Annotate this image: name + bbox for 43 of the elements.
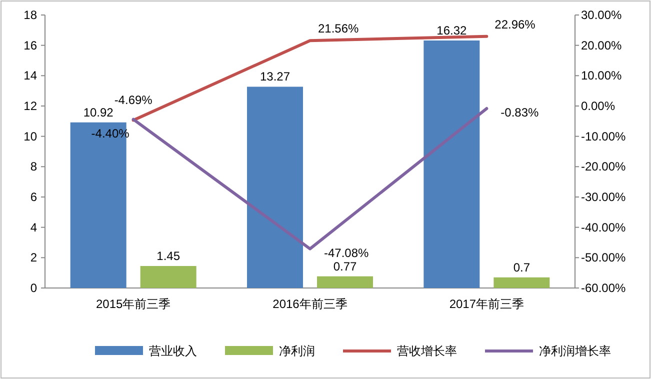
bar xyxy=(494,277,550,288)
y-tick-label: 14 xyxy=(24,68,38,83)
y2-tick-label: -20.00% xyxy=(581,160,626,174)
bar xyxy=(140,266,196,288)
y2-tick-label: -50.00% xyxy=(581,250,626,265)
y-tick-label: 6 xyxy=(30,190,38,204)
data-label: 10.92 xyxy=(83,105,114,120)
x-tick-label: 2015年前三季 xyxy=(96,297,171,311)
y2-tick-label: -40.00% xyxy=(581,220,626,234)
bar xyxy=(317,276,373,288)
data-label: 22.96% xyxy=(494,17,536,32)
y-tick-label: 4 xyxy=(30,220,38,234)
y-tick-label: 10 xyxy=(24,129,38,144)
bar xyxy=(247,86,303,288)
legend-label: 净利润增长率 xyxy=(539,344,611,358)
y2-tick-label: 10.00% xyxy=(581,68,622,83)
x-tick-label: 2016年前三季 xyxy=(272,297,348,311)
x-tick-label: 2017年前三季 xyxy=(449,297,524,311)
bar xyxy=(424,40,480,288)
y-tick-label: 18 xyxy=(24,8,38,22)
data-label: 0.77 xyxy=(333,259,357,274)
y2-tick-label: -30.00% xyxy=(581,190,626,204)
legend-label: 净利润 xyxy=(279,344,315,358)
y2-tick-label: -60.00% xyxy=(581,281,626,295)
y2-tick-label: 20.00% xyxy=(581,38,622,52)
y2-tick-label: -10.00% xyxy=(581,129,626,144)
legend-label: 营收增长率 xyxy=(397,344,457,358)
legend-label: 营业收入 xyxy=(149,344,197,358)
y-tick-label: 16 xyxy=(24,38,38,52)
data-label: -47.08% xyxy=(324,246,370,260)
data-label: 16.32 xyxy=(436,23,468,38)
y2-tick-label: 30.00% xyxy=(581,8,622,22)
y-tick-label: 12 xyxy=(24,99,38,113)
data-label: -0.83% xyxy=(500,106,540,120)
data-label: 0.7 xyxy=(513,260,530,274)
data-label: 1.45 xyxy=(156,249,180,264)
data-label: 21.56% xyxy=(318,22,360,36)
y-tick-label: 0 xyxy=(30,281,38,295)
data-label: -4.69% xyxy=(114,93,153,108)
y-tick-label: 2 xyxy=(30,250,38,265)
y2-tick-label: 0.00% xyxy=(581,99,616,113)
data-label: 13.27 xyxy=(260,70,290,84)
y-tick-label: 8 xyxy=(30,160,38,174)
